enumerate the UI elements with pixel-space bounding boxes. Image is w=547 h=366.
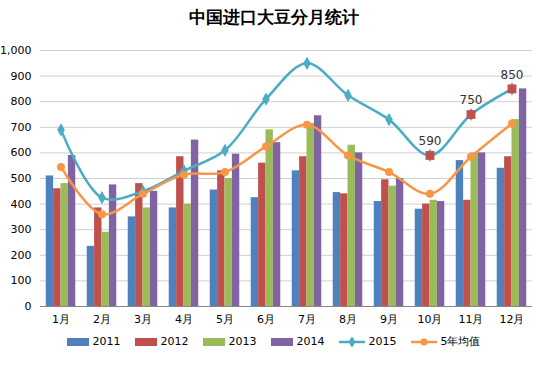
html-text:中国进口大豆分月统计: 中国进口大豆分月统计 xyxy=(188,7,359,27)
svg-text:600: 600 xyxy=(11,146,32,159)
svg-text:7月: 7月 xyxy=(298,313,316,326)
svg-text:900: 900 xyxy=(11,70,32,83)
svg-text:10月: 10月 xyxy=(418,313,443,326)
svg-text:11月: 11月 xyxy=(459,313,484,326)
html-text:2013: 2013 xyxy=(228,335,257,348)
html-text:2011: 2011 xyxy=(92,335,121,348)
svg-text:500: 500 xyxy=(11,172,32,185)
svg-text:6月: 6月 xyxy=(257,313,275,326)
svg-text:5月: 5月 xyxy=(216,313,234,326)
svg-text:0: 0 xyxy=(25,300,32,313)
svg-text:100: 100 xyxy=(11,274,32,287)
svg-text:12月: 12月 xyxy=(500,313,525,326)
svg-text:8月: 8月 xyxy=(339,313,357,326)
svg-text:1,000: 1,000 xyxy=(0,44,32,57)
html-text:2015: 2015 xyxy=(368,335,397,348)
svg-text:300: 300 xyxy=(11,223,32,236)
svg-text:800: 800 xyxy=(11,95,32,108)
svg-text:2月: 2月 xyxy=(93,313,111,326)
svg-text:750: 750 xyxy=(460,93,483,107)
svg-text:850: 850 xyxy=(501,68,524,82)
svg-text:590: 590 xyxy=(419,134,442,148)
svg-text:4月: 4月 xyxy=(175,313,193,326)
svg-text:3月: 3月 xyxy=(134,313,152,326)
svg-text:400: 400 xyxy=(11,198,32,211)
svg-text:1月: 1月 xyxy=(52,313,70,326)
html-text:2012: 2012 xyxy=(160,335,189,348)
svg-text:700: 700 xyxy=(11,121,32,134)
html-text:5年均值: 5年均值 xyxy=(440,335,481,348)
html-text:2014: 2014 xyxy=(296,335,325,348)
svg-text:9月: 9月 xyxy=(380,313,398,326)
svg-text:200: 200 xyxy=(11,249,32,262)
